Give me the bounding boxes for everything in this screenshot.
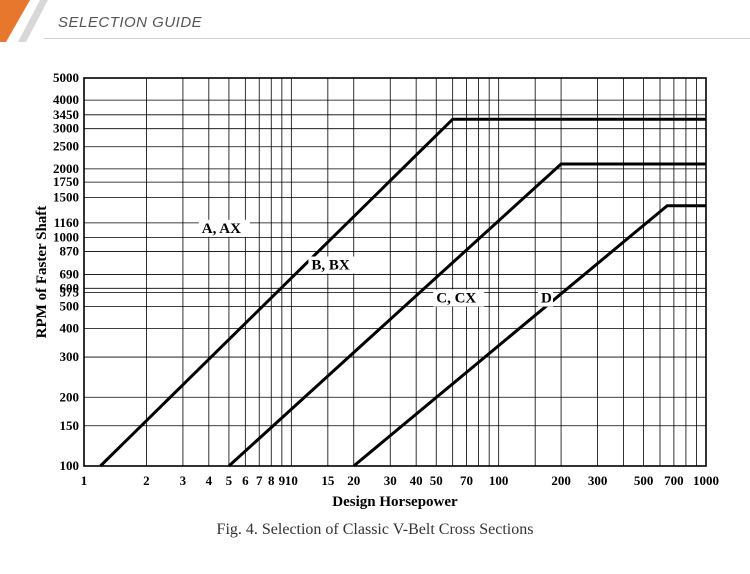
y-tick-label: 3000 [53, 121, 79, 136]
x-tick-label: 700 [664, 473, 684, 488]
y-tick-label: 400 [60, 321, 80, 336]
series-line [227, 162, 706, 468]
y-tick-label: 1160 [54, 215, 79, 230]
page-header: SELECTION GUIDE [0, 0, 750, 42]
x-tick-label: 3 [180, 473, 187, 488]
y-tick-label: 2500 [53, 139, 79, 154]
x-axis-title: Design Horsepower [332, 494, 458, 510]
y-tick-label: 4000 [53, 92, 79, 107]
x-tick-label: 70 [460, 473, 473, 488]
figure-caption: Fig. 4. Selection of Classic V-Belt Cros… [216, 521, 534, 538]
y-tick-label: 870 [60, 243, 80, 258]
x-tick-label: 500 [634, 473, 654, 488]
x-tick-label: 30 [384, 473, 397, 488]
annotation-bg [537, 289, 553, 307]
x-tick-label: 7 [256, 473, 263, 488]
series-label: B, BX [311, 258, 350, 274]
y-tick-label: 3450 [53, 107, 79, 122]
y-tick-label: 200 [60, 389, 80, 404]
x-tick-label: 300 [588, 473, 608, 488]
y-tick-label: 100 [60, 458, 80, 473]
y-tick-label: 1750 [53, 174, 79, 189]
y-axis-title: RPM of Faster Shaft [34, 206, 50, 339]
header-divider [44, 38, 750, 39]
y-tick-label: 1000 [53, 230, 79, 245]
y-tick-label: 2000 [53, 161, 79, 176]
annotation-bg [198, 219, 250, 237]
x-tick-label: 8 [268, 473, 275, 488]
x-tick-label: 1000 [693, 473, 719, 488]
y-tick-label: 1500 [53, 189, 79, 204]
series-label: C, CX [436, 290, 476, 306]
y-tick-label: 300 [60, 349, 80, 364]
y-tick-label: 150 [60, 418, 80, 433]
x-tick-label: 2 [143, 473, 150, 488]
series-label: D [541, 290, 552, 306]
y-tick-label: 500 [60, 298, 80, 313]
y-tick-label: 600 [60, 280, 80, 295]
x-tick-label: 15 [321, 473, 335, 488]
x-tick-label: 4 [206, 473, 213, 488]
series-line [352, 204, 706, 468]
annotation-bg [433, 289, 485, 307]
x-tick-label: 5 [226, 473, 233, 488]
plot-frame [83, 77, 707, 467]
annotation-bg [308, 256, 360, 274]
x-tick-label: 100 [489, 473, 509, 488]
x-tick-label: 6 [242, 473, 249, 488]
x-tick-label: 20 [347, 473, 360, 488]
series-label: A, AX [202, 221, 241, 237]
x-tick-label: 200 [551, 473, 571, 488]
y-tick-label: 575 [60, 285, 80, 300]
y-tick-label: 690 [60, 266, 80, 281]
x-tick-label: 50 [430, 473, 443, 488]
x-tick-label: 10 [285, 473, 298, 488]
y-tick-label: 5000 [53, 70, 79, 85]
section-title: SELECTION GUIDE [58, 14, 203, 31]
x-tick-label: 9 [279, 473, 286, 488]
series-line [99, 117, 706, 468]
x-tick-label: 40 [410, 473, 423, 488]
x-tick-label: 1 [81, 473, 88, 488]
